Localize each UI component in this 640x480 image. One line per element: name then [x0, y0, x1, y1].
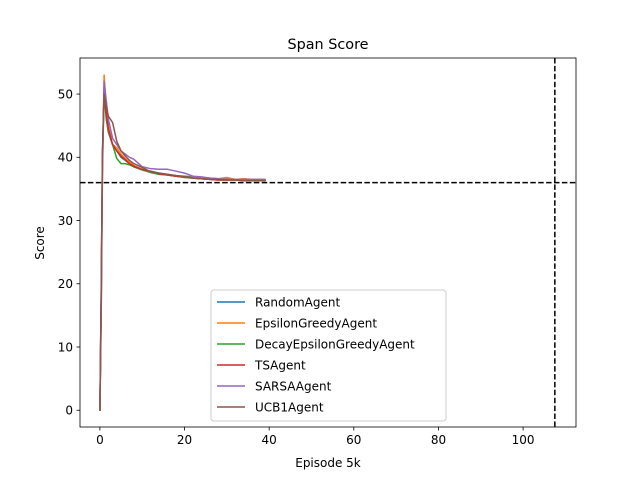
- y-axis-title: Score: [33, 226, 47, 260]
- y-tick-label-10: 10: [58, 340, 73, 354]
- x-axis-title: Episode 5k: [295, 456, 361, 470]
- chart-title: Span Score: [287, 37, 368, 53]
- x-tick-label-0: 0: [96, 433, 104, 447]
- legend-box: [210, 289, 447, 422]
- series-layer: [99, 74, 266, 412]
- legend-label-UCB1Agent: UCB1Agent: [255, 400, 324, 414]
- legend-label-SARSAAgent: SARSAAgent: [255, 379, 332, 393]
- y-tick-label-40: 40: [58, 151, 73, 165]
- y-axis-ticks: 0 10 20 30 40 50: [58, 87, 80, 418]
- y-tick-label-30: 30: [58, 214, 73, 228]
- y-tick-label-0: 0: [65, 404, 73, 418]
- legend-label-RandomAgent: RandomAgent: [255, 295, 340, 309]
- y-tick-label-20: 20: [58, 277, 73, 291]
- x-tick-label-80: 80: [431, 433, 446, 447]
- axes-frame: [79, 57, 577, 428]
- x-tick-label-40: 40: [262, 433, 277, 447]
- legend-items: RandomAgent EpsilonGreedyAgent DecayEpsilo…: [217, 295, 415, 414]
- legend-label-DecayEpsilonGreedyAgent: DecayEpsilonGreedyAgent: [255, 337, 415, 351]
- y-tick-label-50: 50: [58, 87, 73, 101]
- series-line-UCB1Agent: [99, 93, 266, 411]
- legend-label-TSAgent: TSAgent: [254, 358, 306, 372]
- x-tick-label-60: 60: [346, 433, 361, 447]
- reference-lines: [80, 58, 576, 427]
- x-axis-ticks: 0 20 40 60 80 100: [96, 427, 535, 447]
- plot-area: [80, 58, 576, 427]
- legend: RandomAgent EpsilonGreedyAgent DecayEpsilo…: [210, 289, 447, 422]
- x-tick-label-20: 20: [177, 433, 192, 447]
- x-tick-label-100: 100: [512, 433, 535, 447]
- legend-label-EpsilonGreedyAgent: EpsilonGreedyAgent: [255, 316, 377, 330]
